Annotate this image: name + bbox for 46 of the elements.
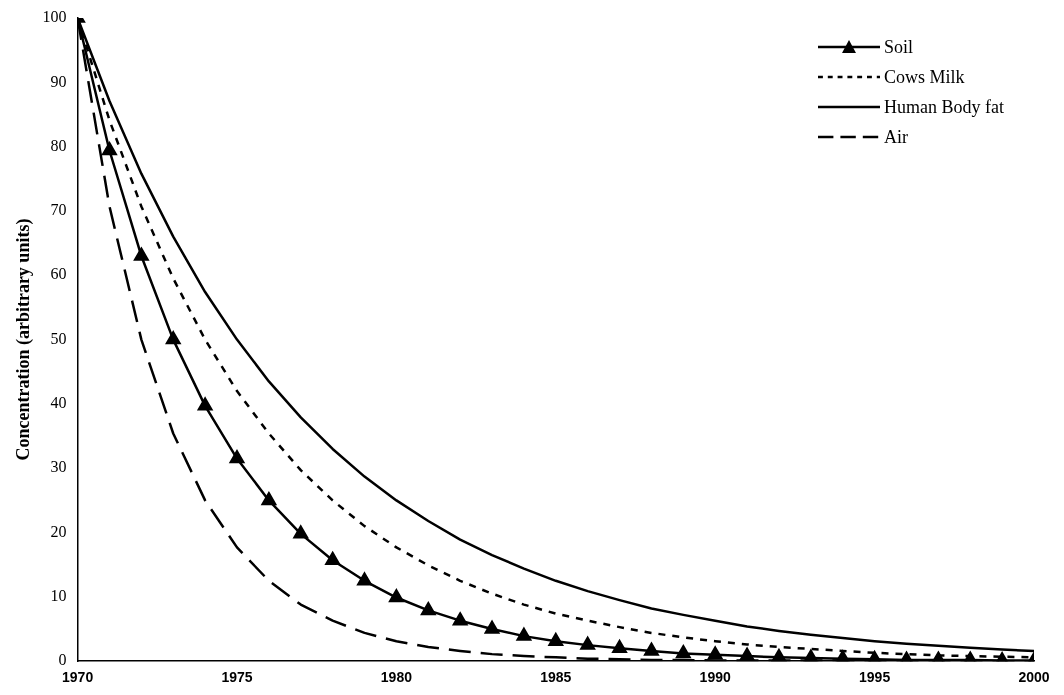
- point: [803, 649, 819, 662]
- point: [676, 645, 691, 659]
- y-tick-label: 10: [50, 587, 67, 605]
- point: [484, 620, 500, 634]
- x-tick-label: 1995: [859, 669, 891, 686]
- y-axis-title: Concentration (arbitrary units): [13, 218, 35, 461]
- y-tick-label: 60: [50, 265, 67, 283]
- point: [420, 602, 436, 616]
- legend-label: Soil: [884, 37, 914, 57]
- point: [771, 649, 787, 662]
- point: [516, 627, 532, 641]
- point: [644, 642, 659, 656]
- point: [293, 525, 309, 539]
- point: [612, 640, 627, 654]
- point: [739, 647, 755, 661]
- x-tick-label: 1970: [62, 669, 94, 686]
- y-tick-label: 0: [58, 651, 67, 669]
- x-tick-label: 2000: [1018, 669, 1050, 686]
- x-tick-label: 1985: [540, 669, 572, 686]
- point: [548, 633, 564, 647]
- x-tick-label: 1975: [221, 669, 253, 686]
- x-tick-label: 1980: [380, 669, 413, 686]
- point: [325, 551, 340, 565]
- legend-label: Human Body fat: [884, 97, 1004, 117]
- point: [102, 142, 117, 156]
- y-tick-label: 90: [50, 72, 67, 90]
- y-tick-label: 20: [50, 522, 67, 540]
- y-tick-label: 70: [50, 201, 67, 219]
- y-tick-label: 50: [50, 329, 67, 347]
- point: [707, 646, 723, 660]
- y-tick-label: 80: [50, 136, 67, 154]
- point: [165, 331, 181, 345]
- point: [357, 572, 372, 586]
- legend-label: Air: [884, 127, 908, 147]
- point: [261, 492, 277, 506]
- point: [389, 589, 404, 603]
- y-tick-label: 100: [42, 8, 67, 26]
- point: [580, 636, 595, 650]
- legend-label: Cows Milk: [884, 67, 965, 87]
- point: [197, 397, 213, 411]
- x-tick-label: 1990: [699, 669, 731, 686]
- point: [134, 247, 149, 261]
- y-tick-label: 40: [50, 394, 67, 412]
- y-tick-label: 30: [50, 458, 67, 476]
- point: [229, 450, 245, 464]
- point: [452, 612, 468, 626]
